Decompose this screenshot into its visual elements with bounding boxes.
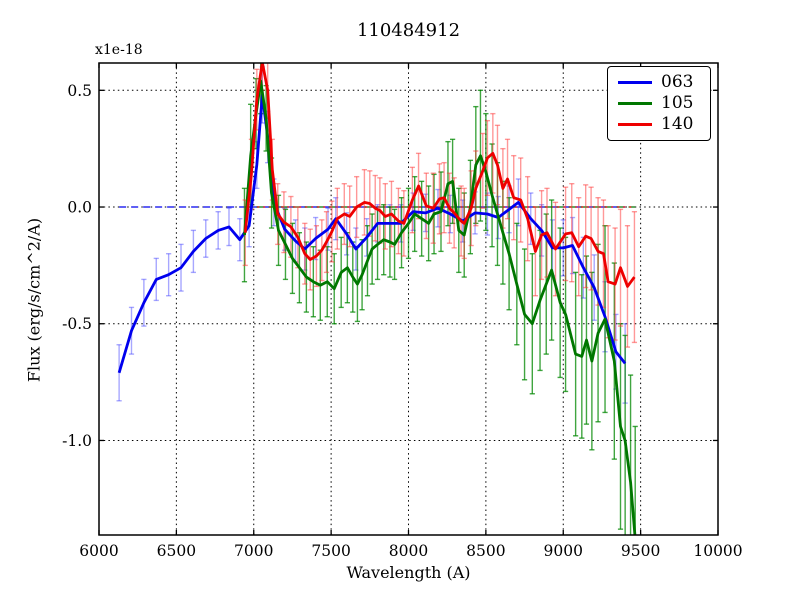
legend-line-icon-063	[618, 81, 652, 84]
y-axis-label: Flux (erg/s/cm^2/A)	[24, 217, 44, 383]
y-axis-offset-text: x1e-18	[95, 42, 143, 58]
plot-title: 110484912	[356, 20, 461, 41]
y-tick-label: 0.0	[67, 199, 92, 217]
x-tick-label: 9500	[621, 542, 660, 560]
x-axis-label: Wavelength (A)	[346, 563, 471, 582]
x-tick-label: 9000	[544, 542, 583, 560]
legend-label-063: 063	[661, 72, 694, 92]
y-tick-label: -1.0	[62, 432, 92, 450]
legend-item-063: 063	[618, 72, 710, 93]
legend: 063 105 140	[607, 66, 711, 141]
x-tick-label: 8500	[466, 542, 505, 560]
x-tick-label: 7000	[234, 542, 273, 560]
y-tick-label: -0.5	[62, 315, 92, 333]
legend-item-140: 140	[618, 114, 710, 135]
legend-item-105: 105	[618, 93, 710, 114]
legend-label-140: 140	[661, 114, 694, 134]
legend-label-105: 105	[661, 93, 694, 113]
y-tick-label: 0.5	[67, 82, 92, 100]
x-tick-label: 8000	[389, 542, 428, 560]
x-tick-label: 6000	[79, 542, 118, 560]
x-tick-label: 7500	[311, 542, 350, 560]
x-tick-label: 10000	[693, 542, 742, 560]
legend-line-icon-105	[618, 102, 652, 105]
x-tick-label: 6500	[157, 542, 196, 560]
legend-line-icon-140	[618, 123, 652, 126]
